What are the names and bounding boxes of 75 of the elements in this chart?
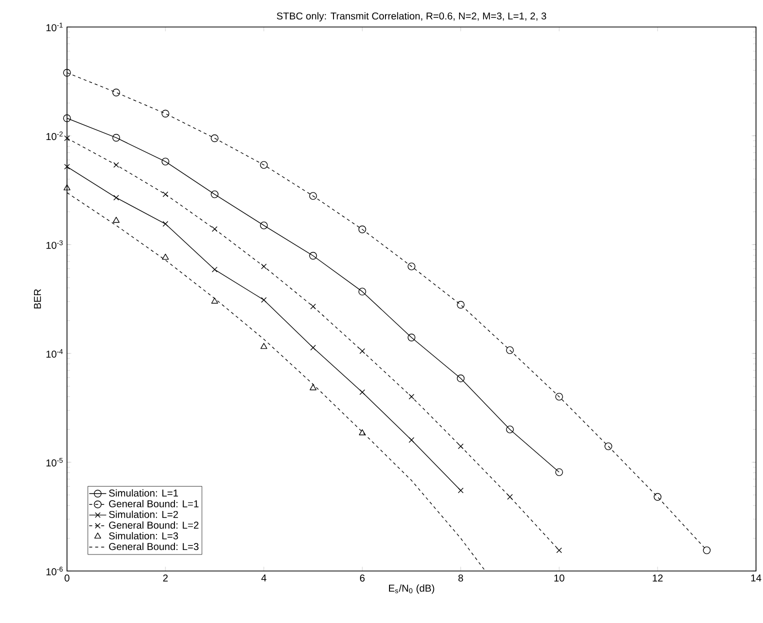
point	[310, 344, 316, 350]
legend-label: Simulation: L=1	[109, 489, 178, 497]
point	[260, 342, 268, 349]
point	[212, 226, 218, 232]
point	[555, 468, 563, 476]
x-tick-label: 14	[751, 574, 762, 582]
point	[113, 194, 120, 200]
point	[456, 374, 465, 382]
point	[112, 134, 120, 142]
point	[261, 297, 267, 303]
point	[162, 221, 168, 227]
x-tick-label: 8	[458, 574, 464, 582]
chart-title: STBC only: Transmit Correlation, R=0.6, N=2, M=3, L=1, 2, 3	[276, 12, 546, 22]
point	[261, 264, 267, 270]
x-axis-title: E$_{s}$/N$_{0}$ (dB)	[389, 584, 434, 594]
point	[113, 162, 120, 168]
point	[162, 191, 168, 198]
point	[506, 426, 514, 434]
legend-label: General Bound: L=3	[109, 542, 198, 550]
point	[162, 110, 170, 118]
y-axis-title: BER	[34, 289, 41, 308]
point	[408, 262, 416, 270]
y-tick-label: 10$^{-3}$	[46, 240, 63, 249]
y-tick-label: 10$^{-1}$	[46, 22, 63, 32]
legend-label: Simulation: L=2	[109, 510, 178, 518]
point	[112, 216, 120, 223]
x-tick-label: 10	[554, 574, 564, 582]
y-tick-label: 10$^{-5}$	[46, 458, 63, 466]
point	[63, 114, 71, 122]
point	[358, 288, 366, 296]
point	[408, 437, 414, 443]
point	[358, 226, 366, 234]
point	[358, 429, 366, 436]
point	[162, 254, 169, 260]
point	[210, 190, 218, 198]
y-tick-label: 10$^{-6}$	[46, 566, 63, 576]
point	[702, 546, 711, 554]
point	[359, 389, 366, 396]
point	[210, 134, 218, 142]
point	[162, 158, 170, 166]
point	[309, 252, 317, 260]
point	[458, 488, 464, 494]
x-tick-label: 4	[261, 574, 266, 582]
y-tick-label: 10$^{-4}$	[46, 349, 63, 358]
point	[506, 346, 514, 354]
point	[64, 135, 70, 142]
point	[260, 161, 268, 169]
legend-label: General Bound: L=1	[109, 500, 198, 508]
point	[359, 348, 366, 354]
legend-label: Simulation: L=3	[109, 532, 178, 540]
point	[555, 392, 563, 401]
point	[211, 298, 218, 304]
point	[112, 88, 120, 96]
point	[604, 442, 612, 450]
point	[408, 394, 414, 400]
point	[556, 547, 562, 554]
point	[310, 304, 316, 310]
point	[456, 300, 465, 309]
x-tick-label: 0	[64, 574, 70, 582]
point	[212, 266, 218, 272]
point	[310, 384, 316, 390]
point	[64, 164, 70, 170]
point	[654, 493, 662, 501]
x-tick-label: 12	[652, 574, 663, 582]
point	[63, 68, 71, 77]
x-tick-label: 2	[163, 574, 168, 582]
point	[260, 222, 268, 230]
x-tick-label: 6	[360, 574, 365, 582]
point	[507, 494, 513, 500]
point	[408, 334, 416, 342]
legend-label: General Bound: L=2	[109, 521, 198, 529]
point	[64, 184, 70, 190]
y-tick-label: 10$^{-2}$	[46, 132, 63, 140]
point	[458, 443, 464, 450]
point	[309, 192, 317, 200]
